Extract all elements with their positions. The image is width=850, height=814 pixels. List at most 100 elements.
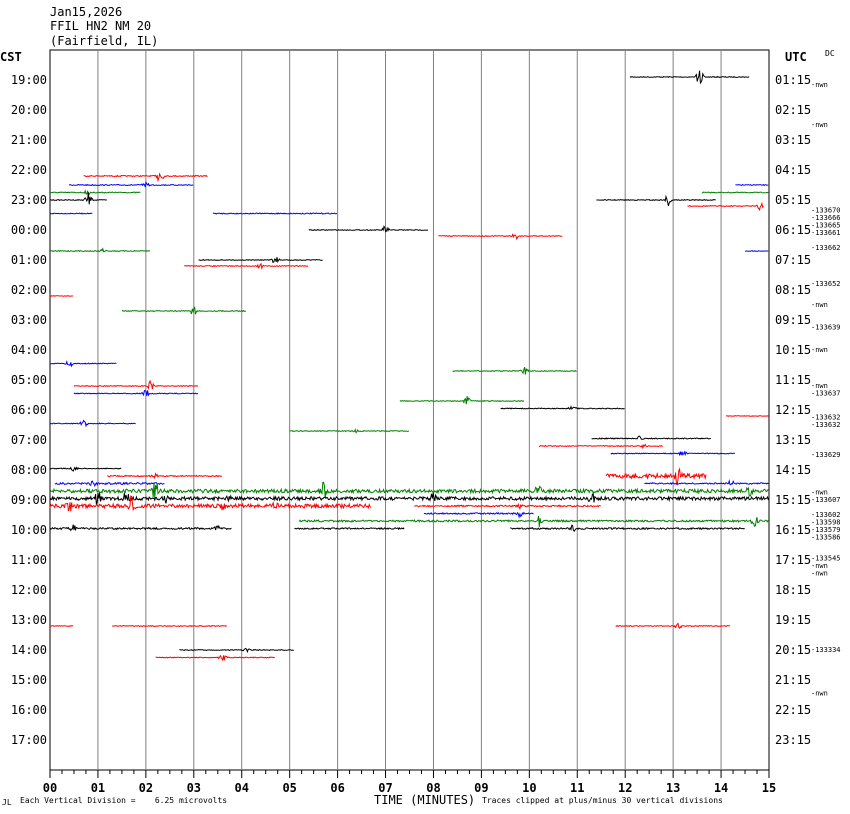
seismic-trace [68,180,194,188]
location-label: (Fairfield, IL) [50,34,159,48]
x-tick-label: 01 [91,781,105,795]
seismic-trace [438,233,563,241]
trace-value-label: -133586 [811,534,841,542]
x-tick-label: 07 [378,781,392,795]
x-tick-label: 12 [618,781,632,795]
cst-hour-label: 20:00 [11,103,47,117]
seismic-trace [596,194,716,207]
trace-value-label: -nwn [811,301,828,309]
utc-hour-label: 09:15 [775,313,811,327]
cst-hour-label: 01:00 [11,253,47,267]
utc-hour-label: 13:15 [775,433,811,447]
utc-hour-label: 01:15 [775,73,811,87]
cst-hour-label: 17:00 [11,733,47,747]
dc-label: DC [825,49,835,58]
seismic-trace [644,479,769,486]
seismic-trace [212,212,338,215]
cst-hour-label: 00:00 [11,223,47,237]
trace-value-label: -133661 [811,229,841,237]
trace-value-label: -133598 [811,519,841,527]
utc-hour-label: 14:15 [775,463,811,477]
footer-mark: JL [2,798,12,807]
utc-hour-label: 03:15 [775,133,811,147]
x-tick-label: 06 [330,781,344,795]
seismic-trace [155,654,275,662]
trace-value-label: -nwn [811,81,828,89]
utc-hour-label: 02:15 [775,103,811,117]
trace-value-label: -nwn [811,489,828,497]
cst-hour-label: 08:00 [11,463,47,477]
x-tick-label: 05 [282,781,296,795]
x-tick-label: 03 [187,781,201,795]
trace-value-label: -nwn [811,690,828,698]
cst-hour-label: 15:00 [11,673,47,687]
seismic-trace [73,390,199,397]
seismic-trace [610,450,736,457]
station-label: FFIL HN2 NM 20 [50,19,152,33]
seismic-trace [49,419,136,428]
seismic-trace [452,367,577,375]
trace-value-label: -133637 [811,390,841,398]
seismic-trace [49,212,93,215]
trace-value-label: -133632 [811,414,841,422]
cst-hour-label: 22:00 [11,163,47,177]
cst-hour-label: 10:00 [11,523,47,537]
trace-value-label: -133632 [811,421,841,429]
x-axis-title: TIME (MINUTES) [374,793,476,807]
seismic-trace [744,250,769,252]
cst-hour-label: 19:00 [11,73,47,87]
trace-value-label: -133334 [811,646,841,654]
x-tick-label: 00 [43,781,57,795]
cst-hour-label: 03:00 [11,313,47,327]
x-tick-label: 09 [474,781,488,795]
cst-hour-label: 23:00 [11,193,47,207]
cst-hour-label: 13:00 [11,613,47,627]
seismic-trace [308,225,429,233]
seismic-trace [538,443,664,450]
trace-value-label: -133652 [811,280,841,288]
trace-value-label: -133607 [811,496,841,504]
seismic-trace [615,622,731,629]
utc-hour-label: 05:15 [775,193,811,207]
seismic-trace [735,183,769,187]
trace-value-label: -133545 [811,555,841,563]
seismic-trace [50,189,141,196]
seismic-trace [49,295,74,297]
x-tick-label: 02 [139,781,153,795]
seismic-trace [198,257,323,264]
utc-hour-label: 07:15 [775,253,811,267]
seismic-trace [509,524,745,533]
cst-hour-label: 02:00 [11,283,47,297]
seismic-trace [50,625,74,627]
seismic-trace [49,247,151,253]
seismic-trace [399,396,525,405]
trace-value-label: -133579 [811,526,841,534]
cst-axis-label: CST [0,50,22,64]
cst-hour-label: 05:00 [11,373,47,387]
utc-hour-label: 19:15 [775,613,811,627]
utc-hour-label: 04:15 [775,163,811,177]
utc-hour-label: 12:15 [775,403,811,417]
seismic-trace [49,492,769,505]
utc-hour-label: 17:15 [775,553,811,567]
seismic-trace [701,191,769,194]
seismic-trace [294,526,405,531]
vertical-division-note: Each Vertical Division = 6.25 microvolts [20,796,228,805]
seismic-trace [73,379,199,391]
x-tick-label: 10 [522,781,536,795]
utc-hour-label: 06:15 [775,223,811,237]
seismic-trace [49,192,107,205]
seismic-trace [687,201,764,211]
cst-hour-label: 11:00 [11,553,47,567]
seismic-trace [112,624,228,628]
trace-value-label: -133662 [811,244,841,252]
utc-hour-label: 15:15 [775,493,811,507]
trace-value-label: -nwn [811,346,828,354]
seismic-trace [83,172,208,183]
utc-hour-label: 20:15 [775,643,811,657]
clip-note: Traces clipped at plus/minus 30 vertical… [482,796,723,805]
seismic-trace [54,480,165,488]
trace-value-label: -133665 [811,222,841,230]
utc-axis-label: UTC [785,50,807,64]
utc-hour-label: 18:15 [775,583,811,597]
